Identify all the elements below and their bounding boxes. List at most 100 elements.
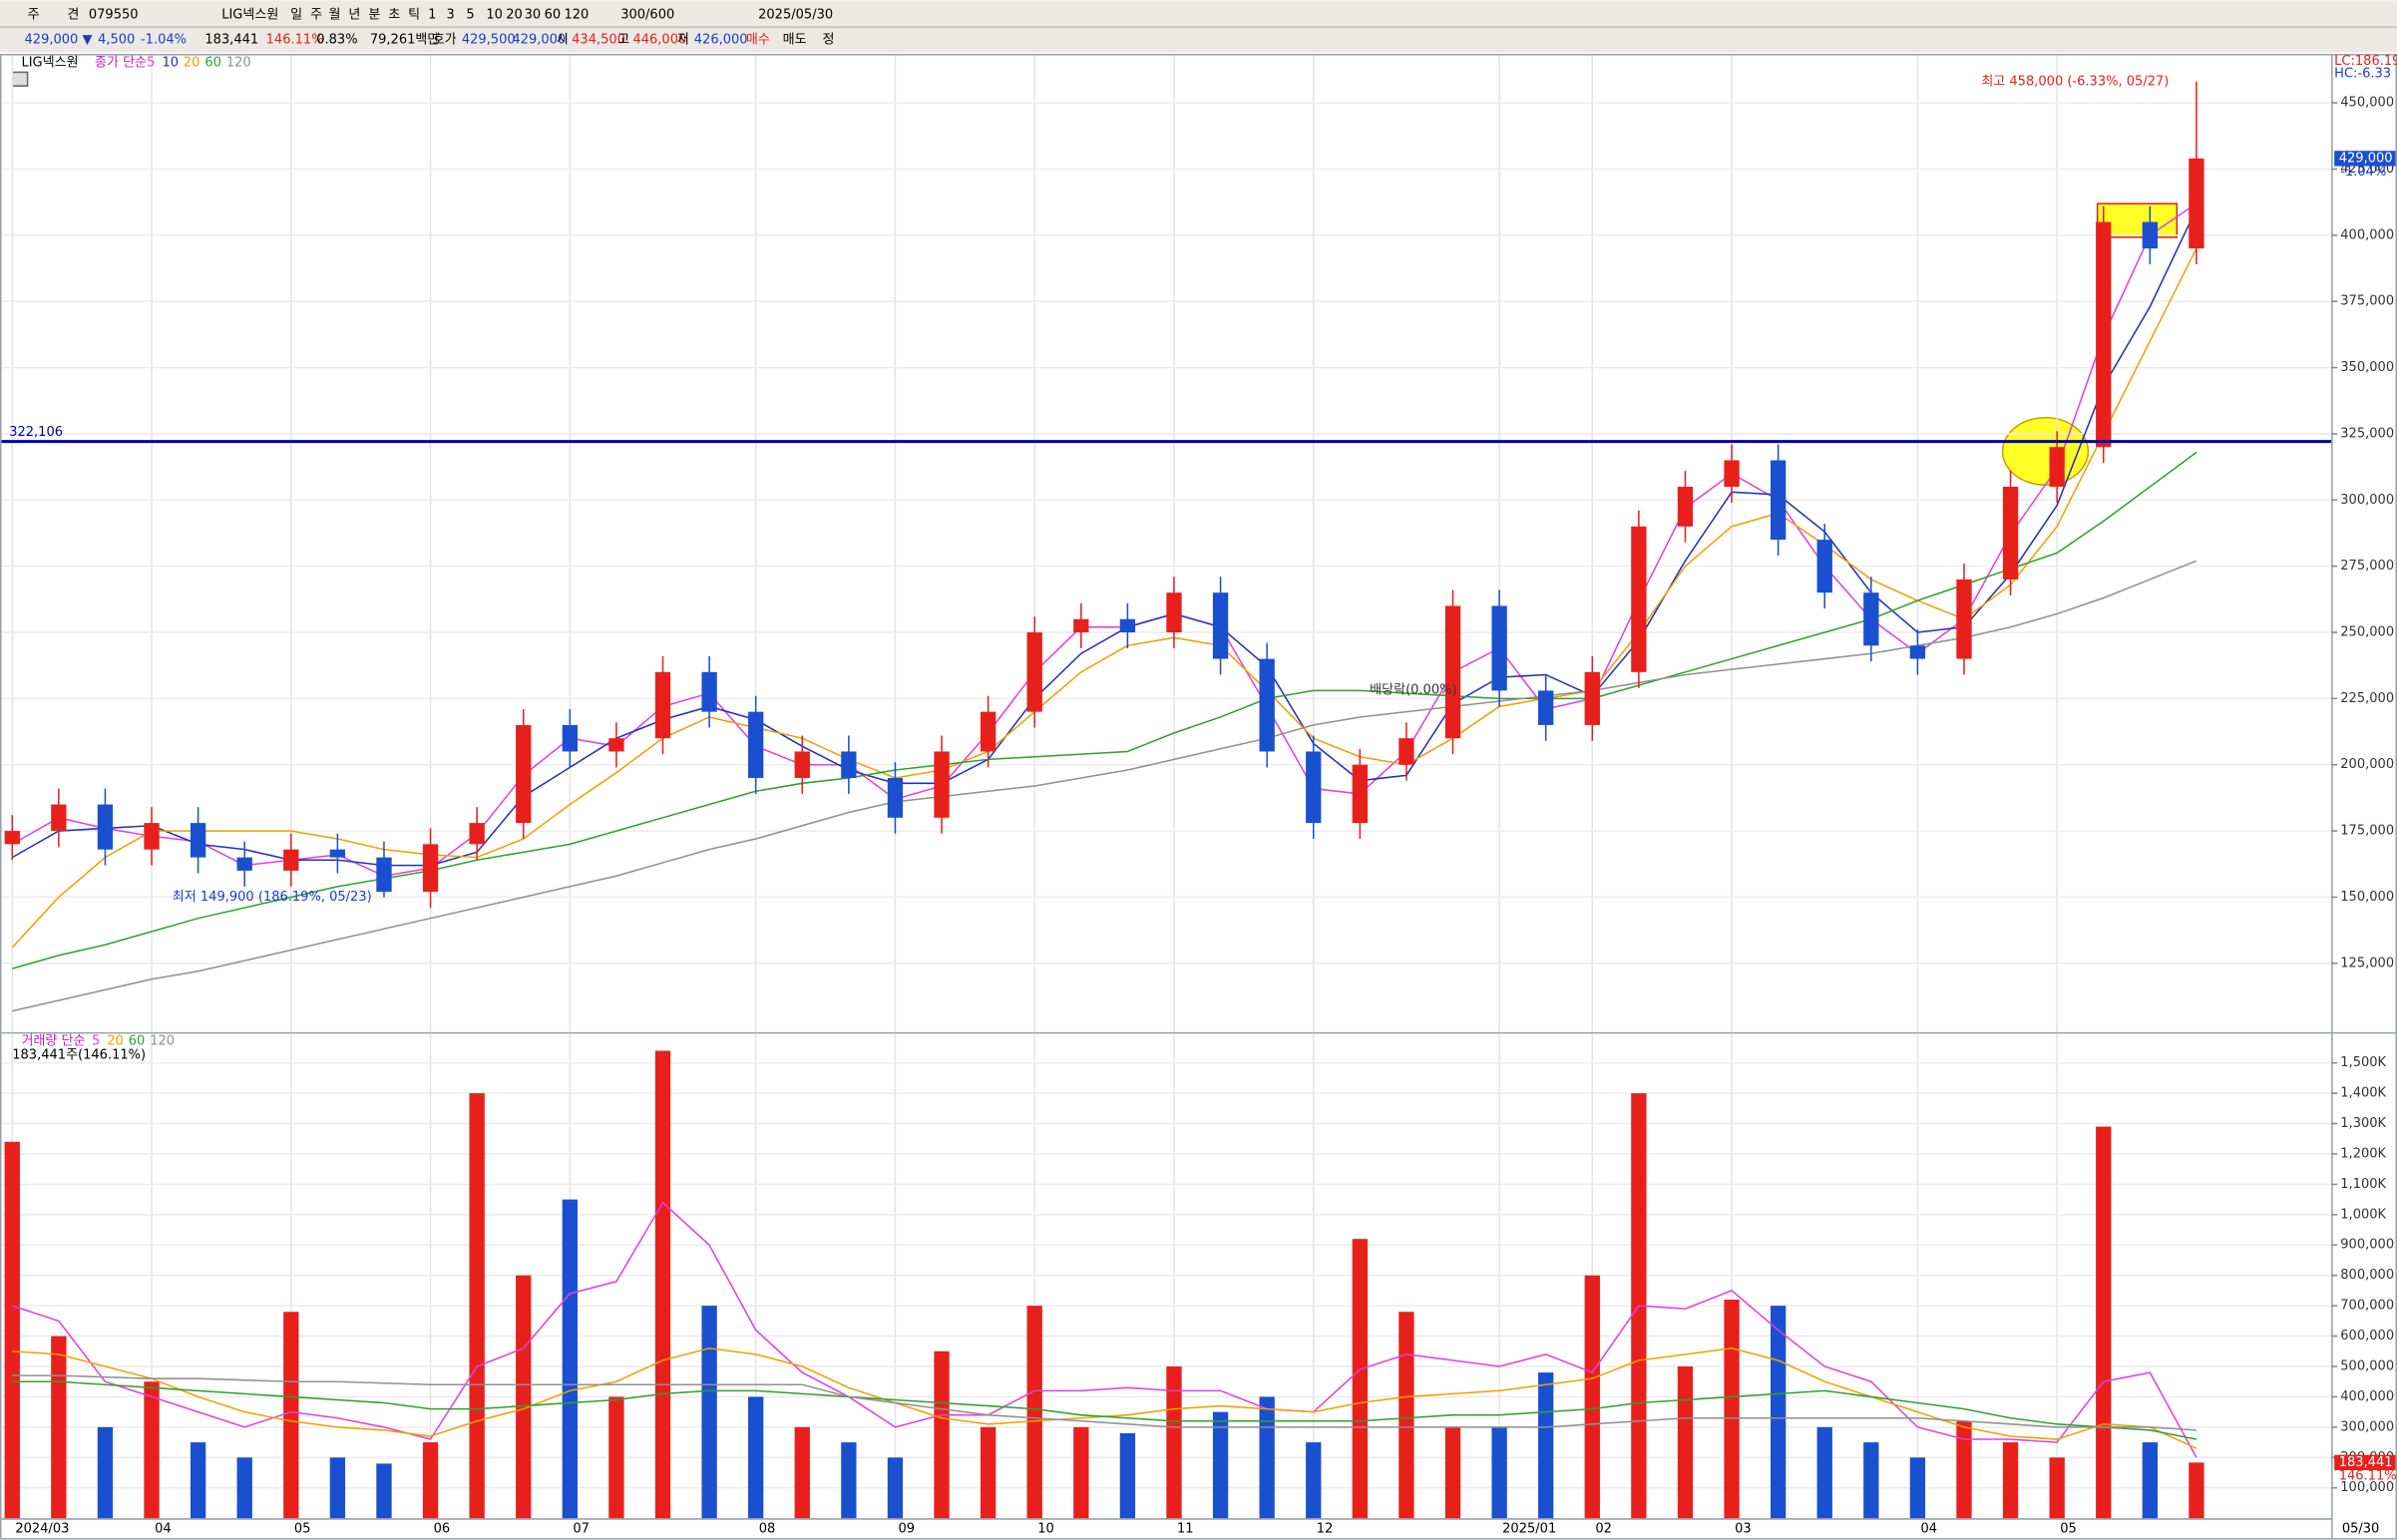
y-tick-label: 150,000 <box>2340 890 2394 905</box>
toolbar-item[interactable]: 3 <box>446 7 454 22</box>
candle-body <box>2002 487 2019 579</box>
x-tick-label: 08 <box>759 1521 776 1536</box>
low-annotation: 최저 149,900 (186.19%, 05/23) <box>173 890 372 905</box>
candle-body <box>1724 460 1740 488</box>
y-tick-label: 400,000 <box>2340 227 2394 242</box>
toolbar-item[interactable]: 월 <box>328 7 340 22</box>
x-tick-label: 2025/01 <box>1502 1521 1556 1536</box>
volume-bar <box>516 1275 532 1519</box>
x-tick-label: 04 <box>1920 1521 1937 1536</box>
volume-bar <box>1119 1432 1136 1519</box>
toolbar-item[interactable]: 10 <box>486 7 503 22</box>
volume-label: 183,441 <box>2339 1455 2393 1470</box>
toolbar-item: -1.04% <box>141 33 187 48</box>
candle-body <box>1491 605 1507 691</box>
volume-bar <box>1816 1426 1832 1519</box>
y-tick-label: 600,000 <box>2340 1329 2394 1344</box>
legend-entry: 5 <box>92 1034 100 1049</box>
candle-body <box>516 724 532 824</box>
x-tick-label: 10 <box>1037 1521 1054 1536</box>
candle-body <box>841 751 857 779</box>
chart-frame <box>0 54 2397 1540</box>
ma-line <box>11 247 2197 949</box>
toolbar-item[interactable]: 주 <box>28 7 40 22</box>
toolbar-item[interactable]: 일 <box>290 7 302 22</box>
y-tick-label: 450,000 <box>2340 96 2394 111</box>
toolbar-item[interactable]: 079550 <box>89 7 139 22</box>
x-tick-label: 2024/03 <box>15 1521 69 1536</box>
y-tick-label: 175,000 <box>2340 824 2394 839</box>
toolbar-item[interactable]: 견 <box>67 7 79 22</box>
x-end-label: 05/30 <box>2342 1521 2380 1536</box>
candle-body <box>1538 690 1554 725</box>
volume-bar <box>562 1199 578 1519</box>
candle-body <box>1398 738 1414 765</box>
toolbar-item[interactable]: 2025/05/30 <box>758 7 833 22</box>
candle-body <box>980 711 997 752</box>
y-tick-label: 275,000 <box>2340 559 2394 574</box>
volume-bar <box>1724 1300 1740 1519</box>
toolbar-item: 고 <box>617 33 629 48</box>
y-tick-label: 1,100K <box>2340 1177 2386 1192</box>
legend-entry: 10 <box>162 56 179 71</box>
y-tick-label: 900,000 <box>2340 1238 2394 1253</box>
volume-bar <box>469 1093 485 1519</box>
candle-body <box>934 751 950 818</box>
toolbar-item[interactable]: 120 <box>565 7 590 22</box>
volume-bar <box>1909 1457 1926 1519</box>
toolbar-item: 정 <box>822 33 834 48</box>
price-label: 429,000 <box>2339 151 2393 166</box>
toolbar-item[interactable]: 초 <box>388 7 400 22</box>
y-tick-label: 500,000 <box>2340 1358 2394 1373</box>
toolbar-item[interactable]: 60 <box>545 7 562 22</box>
candle-body <box>4 831 20 845</box>
lc-label: LC:186.19 <box>2334 54 2397 69</box>
hc-label: HC:-6.33 <box>2334 66 2391 81</box>
candle-body <box>1026 632 1042 712</box>
candle-body <box>1956 578 1972 659</box>
candle-body <box>1212 592 1229 659</box>
volume-bar <box>283 1312 299 1519</box>
highlight-ellipse <box>2001 416 2090 486</box>
toolbar-item[interactable]: 30 <box>525 7 542 22</box>
volume-bar <box>97 1426 114 1519</box>
candle-body <box>1444 605 1461 739</box>
candle-body <box>654 671 671 739</box>
toolbar-item: 4,500 <box>98 33 135 48</box>
y-tick-label: 800,000 <box>2340 1268 2394 1283</box>
toolbar-item[interactable]: 주 <box>310 7 322 22</box>
volume-bar <box>1212 1411 1229 1519</box>
high-annotation: 최고 458,000 (-6.33%, 05/27) <box>1981 74 2169 89</box>
candle-body <box>422 844 439 893</box>
toolbar-item[interactable]: 년 <box>348 7 360 22</box>
candle-body <box>1073 618 1089 633</box>
toolbar-item[interactable]: 300/600 <box>620 7 674 22</box>
toolbar-item: 0.83% <box>316 33 357 48</box>
toolbar-item[interactable]: 분 <box>368 7 380 22</box>
candle-body <box>190 823 206 858</box>
x-tick-label: 11 <box>1177 1521 1194 1536</box>
toolbar-item[interactable]: 틱 <box>408 7 420 22</box>
volume-bar <box>934 1350 950 1519</box>
volume-bar <box>794 1426 810 1519</box>
toolbar-item[interactable]: 5 <box>466 7 474 22</box>
candle-body <box>97 804 114 850</box>
volume-bar <box>376 1463 392 1519</box>
toolbar-item[interactable]: 20 <box>506 7 523 22</box>
toolbar-item: 429,000 ▼ <box>25 33 93 48</box>
ma-line <box>12 1201 2197 1458</box>
candle-body <box>1909 645 1926 659</box>
toolbar-item: 426,000 <box>694 33 748 48</box>
toolbar-item[interactable]: 1 <box>428 7 436 22</box>
panel-button[interactable] <box>11 71 29 87</box>
volume-bar <box>422 1442 439 1519</box>
volume-bar <box>4 1141 20 1519</box>
legend-title: 종가 단순 <box>95 56 147 71</box>
toolbar-item[interactable]: LIG넥스원 <box>221 7 278 22</box>
legend-entry: 5 <box>147 56 155 71</box>
y-tick-label: 300,000 <box>2340 493 2394 508</box>
volume-bar <box>329 1457 346 1519</box>
candle-body <box>562 724 578 752</box>
price-box <box>2334 151 2396 167</box>
